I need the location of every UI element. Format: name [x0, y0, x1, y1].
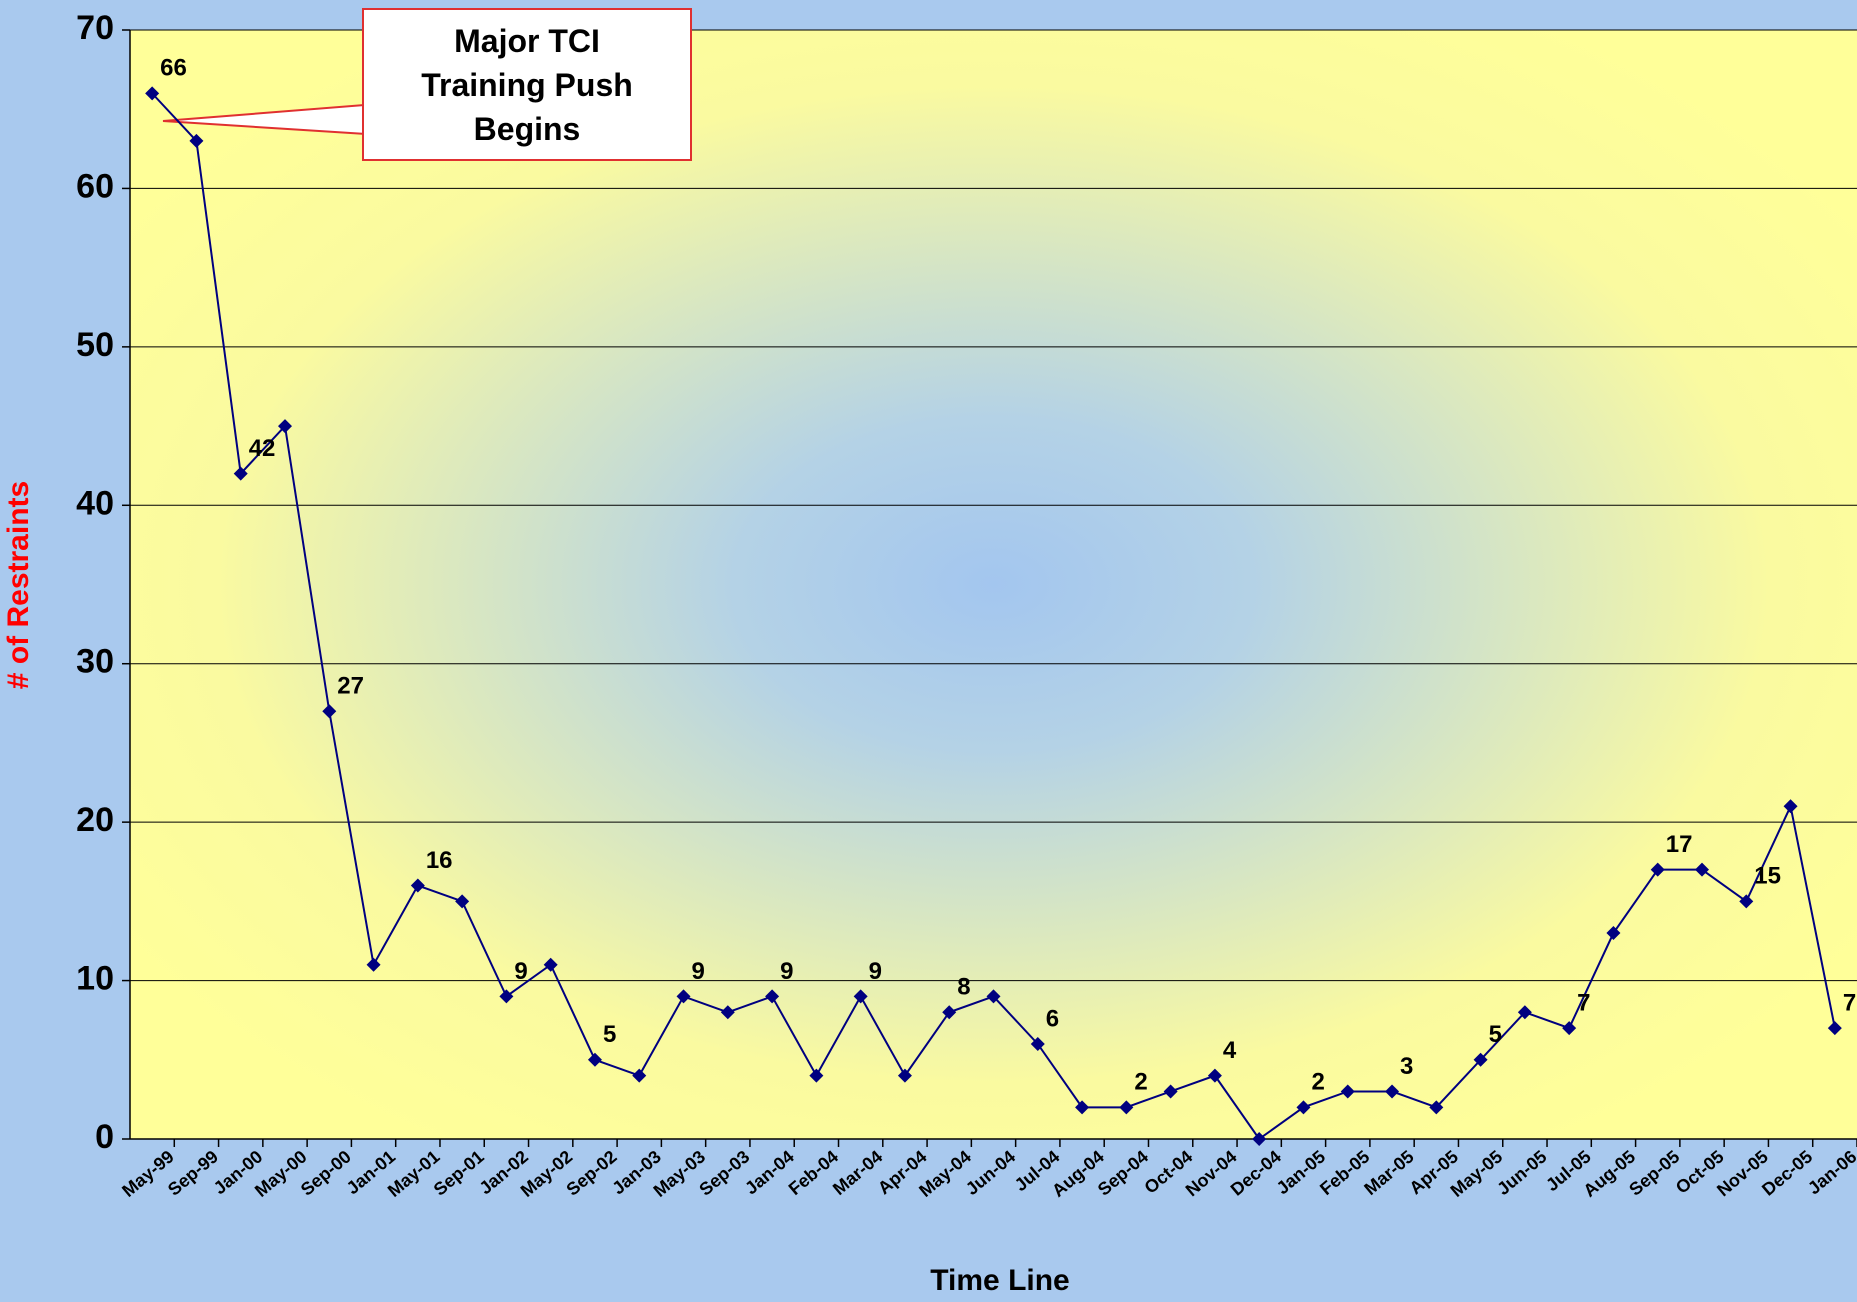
annotation: Major TCI Training Push Begins: [362, 8, 692, 161]
x-tick-label: Feb-04: [785, 1146, 842, 1199]
data-label: 9: [869, 958, 882, 985]
x-tick-label: Dec-04: [1227, 1146, 1285, 1199]
x-tick-label: Sep-03: [695, 1146, 753, 1199]
data-label: 27: [337, 673, 364, 700]
marker: [632, 1068, 647, 1083]
x-tick-label: Dec-05: [1758, 1146, 1816, 1199]
marker: [1650, 862, 1665, 877]
x-tick-label: Jun-04: [962, 1146, 1019, 1199]
marker: [1207, 1068, 1222, 1083]
marker: [366, 957, 381, 972]
marker: [1385, 1084, 1400, 1099]
marker: [853, 989, 868, 1004]
data-label: 66: [160, 55, 187, 82]
marker: [1739, 894, 1754, 909]
marker: [1562, 1021, 1577, 1036]
plot-area: [130, 30, 1857, 1139]
x-tick-label: Jun-05: [1493, 1146, 1550, 1199]
x-axis-title: Time Line: [930, 1264, 1069, 1297]
marker: [277, 419, 292, 434]
marker: [1075, 1100, 1090, 1115]
marker: [455, 894, 470, 909]
marker: [1163, 1084, 1178, 1099]
marker: [1429, 1100, 1444, 1115]
y-tick-label: 30: [76, 643, 114, 681]
x-tick-label: Sep-99: [164, 1146, 222, 1199]
marker: [1030, 1036, 1045, 1051]
data-label: 4: [1223, 1037, 1237, 1064]
marker: [1695, 862, 1710, 877]
marker: [1517, 1005, 1532, 1020]
marker: [942, 1005, 957, 1020]
marker: [1827, 1021, 1842, 1036]
x-tick-label: Mar-04: [829, 1146, 886, 1199]
data-label: 9: [692, 958, 705, 985]
marker: [189, 133, 204, 148]
marker: [765, 989, 780, 1004]
marker: [145, 86, 160, 101]
data-label: 8: [957, 974, 970, 1001]
x-tick-label: Sep-01: [430, 1146, 488, 1199]
data-label: 42: [249, 435, 276, 462]
marker: [809, 1068, 824, 1083]
x-tick-label: Feb-05: [1316, 1146, 1373, 1199]
y-axis-title: # of Restraints: [2, 481, 35, 689]
callout-pointer: [162, 99, 429, 139]
x-tick-label: Mar-05: [1360, 1146, 1417, 1199]
data-label: 5: [1489, 1021, 1502, 1048]
y-tick-label: 70: [76, 9, 114, 47]
data-label: 15: [1754, 863, 1781, 890]
marker: [676, 989, 691, 1004]
marker: [1340, 1084, 1355, 1099]
marker: [499, 989, 514, 1004]
marker: [587, 1052, 602, 1067]
data-label: 3: [1400, 1053, 1413, 1080]
y-tick-label: 60: [76, 167, 114, 205]
data-label: 9: [780, 958, 793, 985]
x-tick-label: Sep-05: [1625, 1146, 1683, 1199]
marker: [986, 989, 1001, 1004]
marker: [720, 1005, 735, 1020]
marker: [1296, 1100, 1311, 1115]
x-tick-label: Sep-00: [297, 1146, 355, 1199]
marker: [322, 704, 337, 719]
y-tick-label: 50: [76, 326, 114, 364]
data-label: 16: [426, 847, 453, 874]
data-label: 17: [1666, 831, 1693, 858]
data-label: 6: [1046, 1005, 1059, 1032]
data-label: 2: [1134, 1069, 1147, 1096]
y-tick-label: 20: [76, 801, 114, 839]
y-tick-label: 10: [76, 960, 114, 998]
marker: [1119, 1100, 1134, 1115]
x-tick-label: Nov-04: [1182, 1146, 1241, 1200]
marker: [543, 957, 558, 972]
data-label: 7: [1843, 989, 1856, 1016]
data-label: 5: [603, 1021, 616, 1048]
marker: [410, 878, 425, 893]
x-tick-label: May-99: [118, 1146, 178, 1201]
data-label: 2: [1311, 1069, 1324, 1096]
y-tick-label: 0: [95, 1118, 114, 1156]
marker: [897, 1068, 912, 1083]
data-label: 7: [1577, 989, 1590, 1016]
marker: [1473, 1052, 1488, 1067]
x-tick-label: Sep-02: [563, 1146, 621, 1199]
data-label: 9: [514, 958, 527, 985]
x-tick-label: Nov-05: [1713, 1146, 1772, 1200]
marker: [1606, 926, 1621, 941]
marker: [233, 466, 248, 481]
marker: [1252, 1132, 1267, 1146]
y-tick-label: 40: [76, 484, 114, 522]
marker: [1783, 799, 1798, 814]
x-tick-label: Sep-04: [1094, 1146, 1152, 1199]
x-tick-label: Jan-06: [1804, 1146, 1857, 1198]
